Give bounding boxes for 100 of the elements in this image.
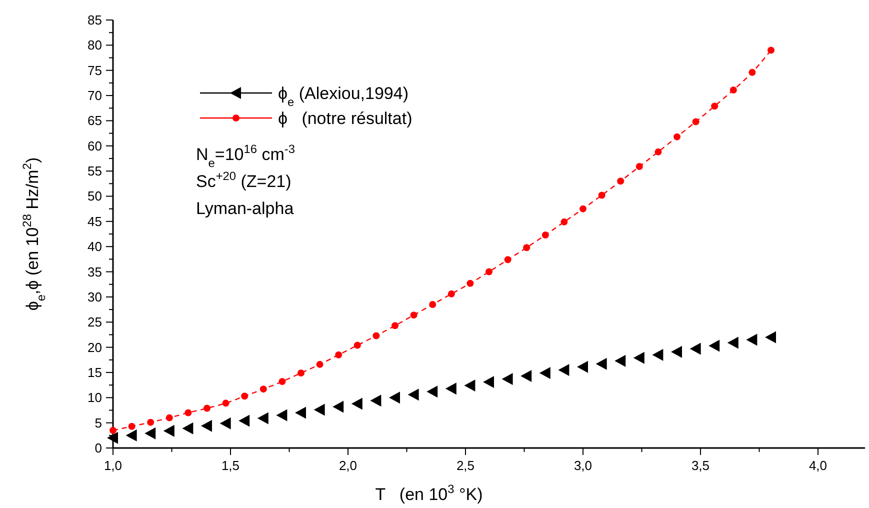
y-tick-label: 45 [88,214,102,229]
point [652,348,664,361]
point [426,386,438,398]
y-tick-label: 60 [88,138,102,154]
legend-label: ϕ$_{e}$ (Alexiou,1994) [278,84,408,109]
point [466,280,474,287]
point [596,358,607,370]
point [429,300,436,308]
point [298,369,304,376]
annotation: N$_{e}$=10$^{16}$ cm$^{-3}$ [196,142,296,170]
point [483,376,494,388]
point [335,351,342,358]
x-tick-label: 1,5 [221,458,240,473]
point [748,68,756,76]
point [204,404,210,412]
point [295,406,306,419]
x-tick-label: 4,0 [808,458,828,473]
y-tick-label: 40 [88,239,102,254]
point [126,429,137,442]
point [222,400,230,407]
y-tick-label: 65 [88,113,102,128]
point [486,268,492,276]
point [147,418,154,426]
point [445,382,456,395]
point [370,394,382,407]
point [464,380,476,392]
point [690,342,701,355]
point [542,232,549,239]
point [674,133,680,140]
point [617,178,624,185]
point [144,427,156,440]
point [768,46,774,54]
point [332,400,344,413]
point [110,426,116,434]
point [107,432,118,444]
y-tick-label: 5 [94,415,102,430]
point [163,424,174,437]
x-tick-label: 2,0 [338,458,358,473]
x-tick-label: 3,5 [691,458,710,473]
point [711,102,718,110]
point [278,378,286,386]
point [448,290,455,298]
point [314,404,325,416]
y-tick-label: 15 [88,364,102,380]
x-tick-label: 3,0 [574,458,592,473]
y-tick-label: 75 [88,62,102,78]
point [654,148,662,156]
y-tick-label: 85 [88,12,102,28]
point [238,414,250,427]
point [276,409,288,422]
point [316,360,324,368]
point [633,352,644,364]
point [692,118,700,126]
point [260,386,267,393]
point [502,373,513,386]
point [184,409,192,416]
y-tick-label: 20 [88,340,102,355]
y-tick-label: 55 [88,164,102,179]
point [182,422,194,434]
point [166,414,173,422]
annotation: Sc$^{+20}$ (Z=21) [196,169,292,191]
x-axis-title: T (en 10$^{3}$ °K) [375,482,483,504]
y-tick-label: 70 [88,88,102,104]
x-tick-label: 2,5 [456,458,475,473]
y-tick-label: 25 [88,314,102,330]
point [558,364,570,376]
point [220,417,231,430]
point [504,256,512,264]
point [765,331,776,344]
point [636,163,643,170]
y-tick-label: 50 [88,188,102,204]
point [539,366,550,379]
point [598,192,606,199]
point [408,388,419,401]
x-tick-label: 1,0 [104,458,122,473]
point [523,244,530,252]
legend-label: ϕ (notre résultat) [278,109,412,128]
point [671,346,682,358]
point [614,354,626,367]
point [746,334,758,346]
y-tick-label: 30 [88,289,102,304]
point [128,422,136,430]
point [389,392,400,404]
point [708,340,720,352]
point [727,336,738,349]
y-tick-label: 80 [88,38,102,53]
point [520,370,532,382]
point [372,332,380,340]
point [560,218,568,226]
point [241,392,248,400]
y-tick-label: 35 [88,264,102,280]
point [392,322,398,330]
point [410,312,418,319]
point [257,412,268,424]
point [577,360,588,373]
annotation: Lyman-alpha [196,199,294,218]
point [351,398,362,410]
y-tick-label: 0 [94,440,102,456]
y-tick-label: 10 [88,390,102,406]
point [730,86,737,94]
